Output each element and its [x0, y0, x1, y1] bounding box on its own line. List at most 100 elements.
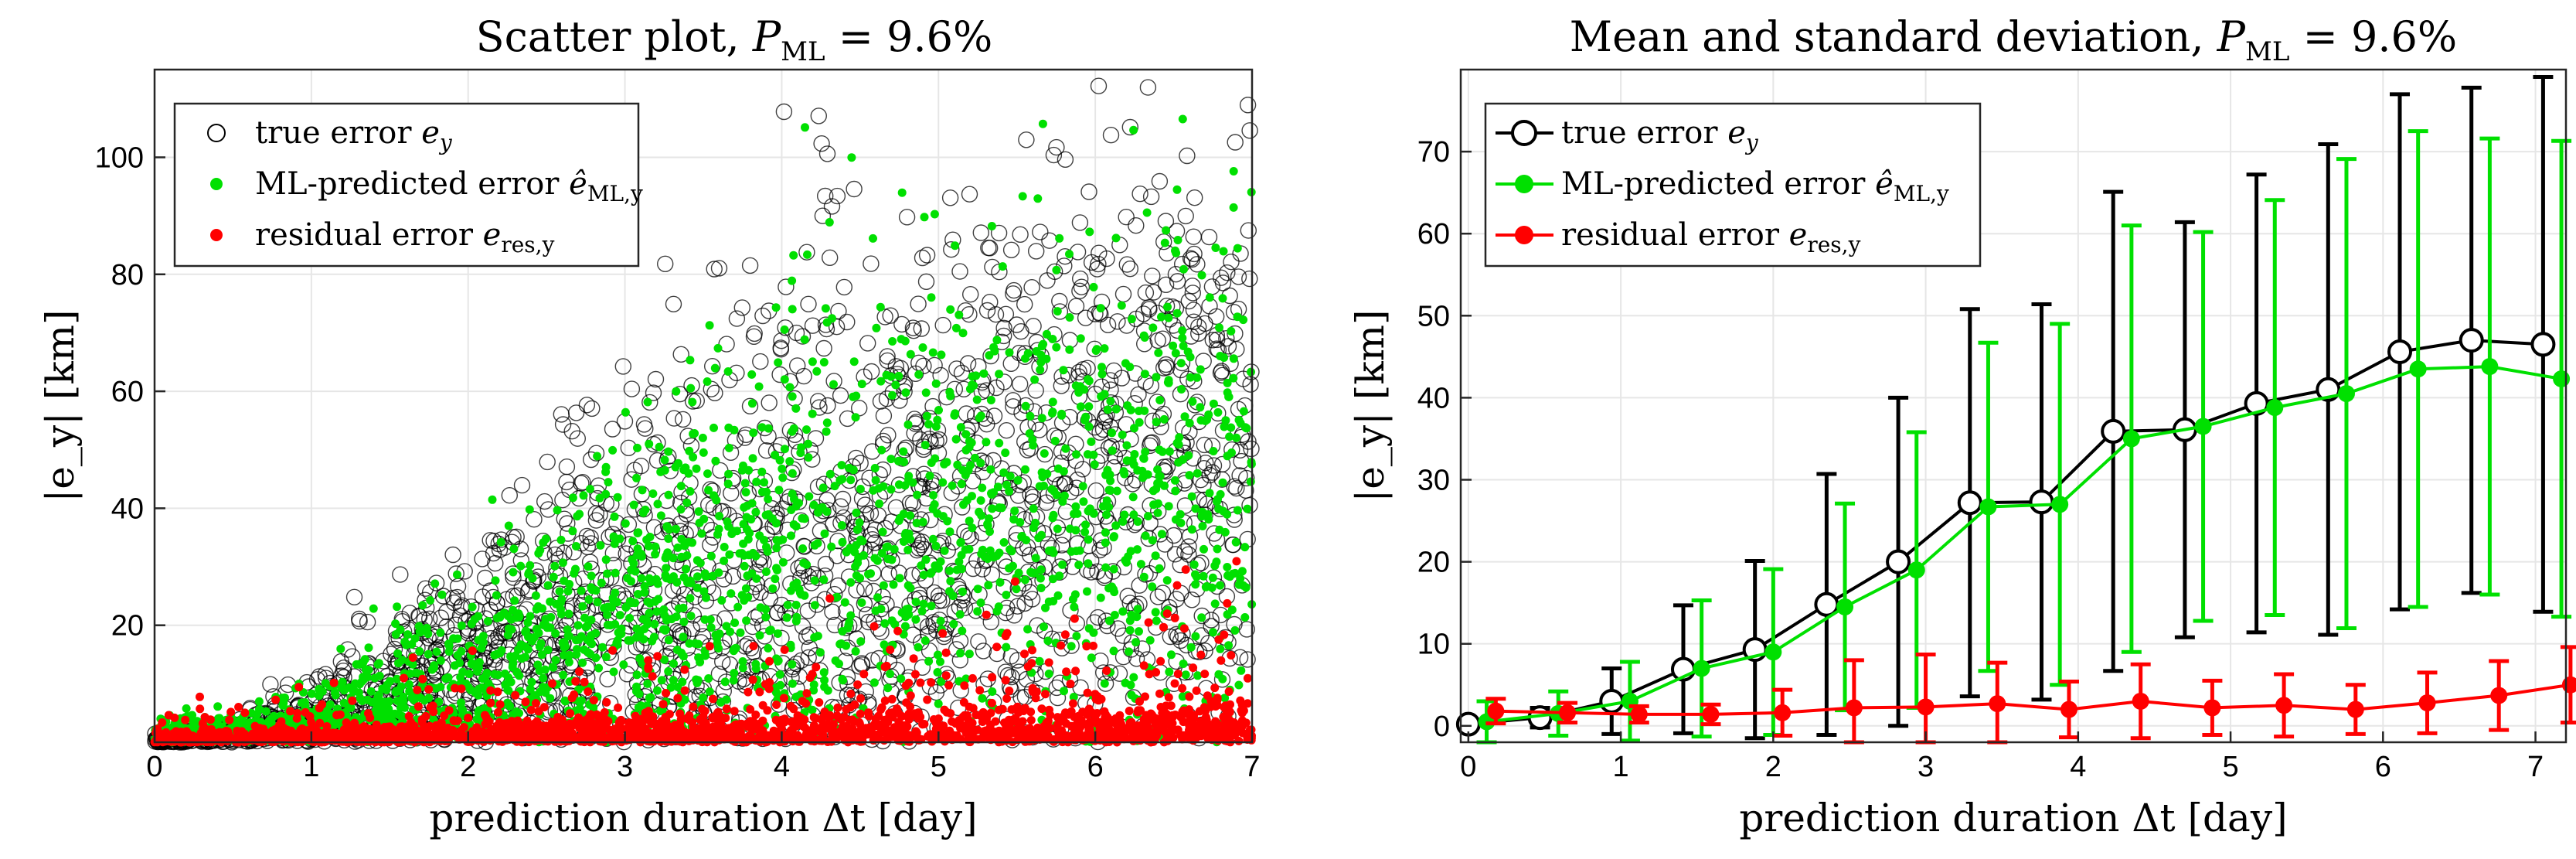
ml-predicted-point	[653, 579, 662, 588]
residual-error-point	[329, 678, 339, 687]
ml-predicted-point	[1043, 636, 1053, 646]
ml-predicted-point	[788, 679, 797, 688]
ml-predicted-point	[651, 550, 660, 559]
ml-predicted-point	[1125, 616, 1135, 626]
ml-predicted-point	[813, 539, 822, 548]
ml-predicted-point	[1239, 407, 1248, 416]
ml-predicted-point	[1231, 537, 1240, 547]
ml-predicted-point	[951, 435, 961, 444]
ml-predicted-point	[1067, 547, 1076, 556]
true-error-point	[1176, 543, 1193, 560]
ml-predicted-point	[424, 694, 434, 703]
true-error-point	[1226, 478, 1243, 495]
true-error-point	[817, 316, 835, 333]
ml-predicted-point	[488, 495, 497, 504]
true-error-point	[733, 299, 750, 316]
true-error-point	[1027, 243, 1045, 260]
ml-predicted-point	[757, 467, 767, 476]
ml-predicted-point	[1171, 349, 1180, 358]
ml-predicted-point	[1142, 208, 1152, 217]
ml-predicted-point	[965, 544, 974, 554]
ml-predicted-point	[1017, 531, 1026, 540]
true-error-point	[863, 255, 880, 272]
ml-predicted-point	[1205, 293, 1214, 302]
ml-predicted-point	[610, 512, 619, 521]
residual-error-point	[584, 687, 593, 696]
ml-predicted-point	[1193, 373, 1202, 382]
true-error-point	[950, 578, 967, 595]
ml-predicted-point	[730, 619, 740, 627]
ml-predicted-point	[720, 677, 730, 687]
ml-predicted-point	[1073, 509, 1082, 518]
ml-predicted-point	[1219, 247, 1228, 256]
true-error-point	[783, 464, 801, 482]
ml-predicted-point	[1101, 563, 1111, 572]
ml-predicted-point	[601, 489, 611, 499]
true-error-point	[879, 348, 896, 365]
ml-predicted-point	[424, 649, 433, 659]
ml-predicted-point	[1100, 679, 1109, 688]
ml-predicted-point	[764, 495, 773, 503]
ml-predicted-point	[362, 670, 371, 680]
true-error-point	[1149, 588, 1167, 605]
ml-predicted-point	[645, 608, 654, 618]
ml-predicted-point	[879, 581, 888, 590]
ml-predicted-point	[1053, 524, 1062, 533]
ml-predicted-point	[738, 657, 747, 666]
true-error-point	[811, 399, 828, 416]
ml-predicted-point	[1163, 302, 1172, 312]
true-error-point	[1130, 386, 1147, 403]
ml-predicted-point	[692, 464, 701, 473]
ml-predicted-point	[1171, 246, 1179, 255]
true-error-point	[856, 496, 874, 513]
residual-error-point	[1010, 577, 1019, 586]
ml-predicted-point	[1236, 418, 1245, 428]
ml-predicted-point	[723, 367, 733, 376]
true-error-point	[1155, 233, 1172, 251]
true-error-point	[1157, 276, 1175, 293]
ml-predicted-point	[613, 493, 622, 502]
ml-predicted-point	[1101, 470, 1111, 479]
ml-predicted-point	[772, 544, 781, 553]
ml-predicted-point	[1240, 613, 1250, 622]
true-error-point	[1196, 643, 1213, 660]
ml-predicted-point	[949, 619, 958, 629]
ml-predicted-point	[791, 601, 801, 609]
ml-predicted-point	[711, 456, 720, 465]
true-error-point	[554, 492, 571, 509]
ml-predicted-point	[1223, 388, 1232, 397]
ml-predicted-point	[684, 469, 693, 478]
ml-predicted-point	[1103, 405, 1112, 414]
ml-predicted-point	[893, 456, 903, 465]
true-error-point	[1128, 217, 1145, 234]
true-error-point	[665, 295, 682, 312]
true-error-point	[526, 511, 543, 528]
true-error-point	[447, 565, 464, 582]
true-error-point	[871, 466, 889, 483]
ml-predicted-point	[891, 380, 900, 390]
ml-predicted-point	[742, 616, 751, 626]
ml-predicted-point	[985, 514, 994, 523]
true-error-point	[825, 585, 843, 603]
ml-predicted-point	[1060, 491, 1069, 500]
residual-error-point	[1155, 689, 1164, 698]
true-error-point	[1144, 268, 1161, 285]
ml-predicted-point	[894, 480, 903, 489]
ml-predicted-point	[652, 607, 662, 616]
ml-predicted-point	[1181, 670, 1190, 680]
true-error-point	[1228, 341, 1245, 358]
true-error-point	[1053, 443, 1070, 460]
true-error-point	[998, 422, 1016, 439]
ml-predicted-point	[1076, 334, 1085, 343]
ml-predicted-point	[692, 583, 702, 592]
true-error-point	[825, 373, 842, 390]
ml-predicted-point	[1196, 403, 1205, 412]
ml-predicted-point	[903, 420, 913, 429]
ml-predicted-point	[533, 602, 543, 611]
ml-predicted-point	[1179, 264, 1188, 274]
ml-predicted-point	[1164, 376, 1173, 385]
ml-predicted-point	[1196, 416, 1206, 425]
ml-predicted-point	[812, 366, 822, 376]
ml-predicted-point	[1037, 414, 1046, 423]
